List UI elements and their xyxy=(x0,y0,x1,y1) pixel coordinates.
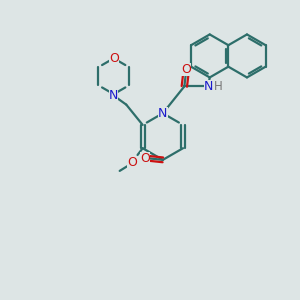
Text: N: N xyxy=(158,107,167,120)
Text: O: O xyxy=(140,152,150,165)
Text: O: O xyxy=(181,64,191,76)
Text: O: O xyxy=(109,52,118,65)
Text: N: N xyxy=(109,89,118,102)
Text: H: H xyxy=(213,80,222,93)
Text: O: O xyxy=(127,156,137,169)
Text: N: N xyxy=(203,80,213,93)
